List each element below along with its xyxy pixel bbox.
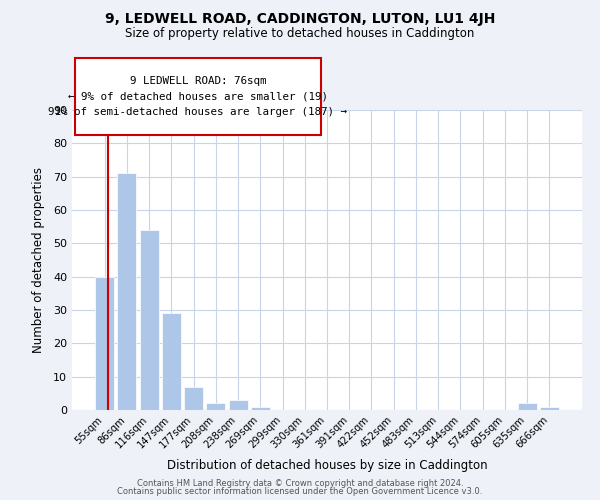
Text: Size of property relative to detached houses in Caddington: Size of property relative to detached ho… xyxy=(125,28,475,40)
Bar xyxy=(95,276,114,410)
Bar xyxy=(184,386,203,410)
Y-axis label: Number of detached properties: Number of detached properties xyxy=(32,167,44,353)
Bar xyxy=(118,174,136,410)
Bar xyxy=(206,404,225,410)
Text: 9 LEDWELL ROAD: 76sqm
← 9% of detached houses are smaller (19)
91% of semi-detac: 9 LEDWELL ROAD: 76sqm ← 9% of detached h… xyxy=(49,76,347,117)
Bar xyxy=(140,230,158,410)
Text: Contains public sector information licensed under the Open Government Licence v3: Contains public sector information licen… xyxy=(118,487,482,496)
Bar xyxy=(251,406,270,410)
Text: Contains HM Land Registry data © Crown copyright and database right 2024.: Contains HM Land Registry data © Crown c… xyxy=(137,478,463,488)
Bar xyxy=(229,400,248,410)
Text: 9, LEDWELL ROAD, CADDINGTON, LUTON, LU1 4JH: 9, LEDWELL ROAD, CADDINGTON, LUTON, LU1 … xyxy=(105,12,495,26)
Bar xyxy=(540,406,559,410)
X-axis label: Distribution of detached houses by size in Caddington: Distribution of detached houses by size … xyxy=(167,459,487,472)
Bar xyxy=(518,404,536,410)
Bar xyxy=(162,314,181,410)
